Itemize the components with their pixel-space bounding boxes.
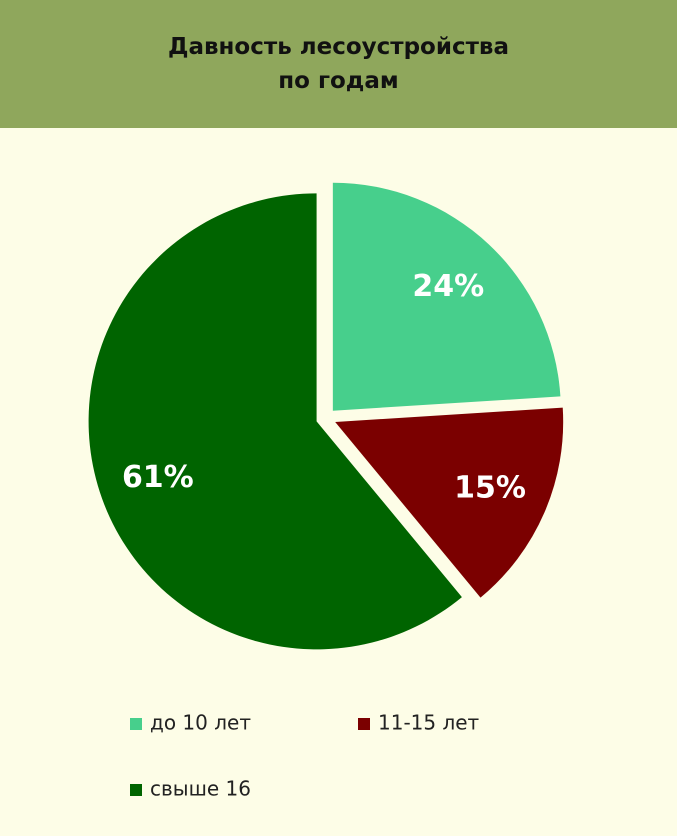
chart-title: Давность лесоустройства по годам <box>167 34 510 94</box>
data-label: 24% <box>412 269 484 304</box>
legend-swatch <box>358 718 370 730</box>
pie-slice <box>332 182 561 411</box>
legend-swatch <box>130 718 142 730</box>
header: Давность лесоустройства по годам <box>0 0 677 128</box>
legend-label: свыше 16 <box>150 777 251 801</box>
pie-slice <box>335 407 564 598</box>
pie-slice <box>88 193 462 650</box>
data-label: 15% <box>454 470 526 505</box>
legend-label: 11-15 лет <box>378 711 480 735</box>
legend-label: до 10 лет <box>150 711 251 735</box>
data-label: 61% <box>122 460 194 495</box>
legend-swatch <box>130 784 142 796</box>
